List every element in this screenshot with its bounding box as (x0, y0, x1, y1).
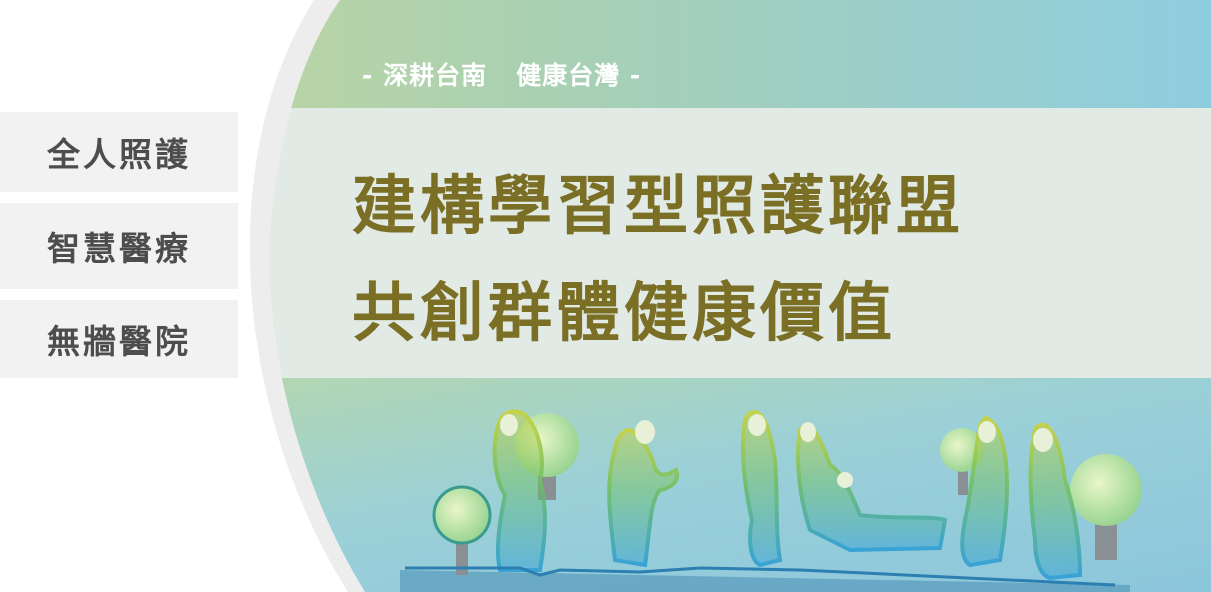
headline-line-2: 共創群體健康價值 (352, 277, 896, 351)
tree-left (432, 485, 492, 575)
tag-smart-healthcare: 智慧醫療 (0, 203, 238, 289)
tag-hospital-without-walls: 無牆醫院 (0, 300, 238, 378)
banner-subtitle: - 深耕台南 健康台灣 - (362, 61, 642, 90)
tag-holistic-care: 全人照護 (0, 112, 238, 192)
headline-line-1: 建構學習型照護聯盟 (352, 170, 964, 244)
